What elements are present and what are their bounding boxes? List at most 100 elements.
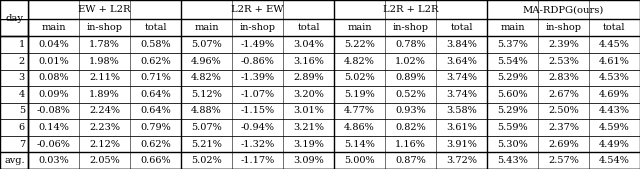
Text: in-shop: in-shop [545,23,582,32]
Text: 5.19%: 5.19% [344,90,375,99]
Text: 6: 6 [19,123,25,132]
Text: 3.04%: 3.04% [293,40,324,49]
Text: total: total [604,23,626,32]
Text: total: total [451,23,473,32]
Text: 0.79%: 0.79% [140,123,171,132]
Text: 3.61%: 3.61% [446,123,477,132]
Text: 3.74%: 3.74% [446,73,477,82]
Text: -0.08%: -0.08% [36,106,70,115]
Text: 0.93%: 0.93% [395,106,426,115]
Text: total: total [145,23,167,32]
Text: 0.03%: 0.03% [38,156,69,165]
Text: -1.39%: -1.39% [241,73,275,82]
Text: 0.89%: 0.89% [396,73,426,82]
Text: 1.02%: 1.02% [395,57,426,66]
Text: 3.19%: 3.19% [293,140,324,149]
Text: -1.32%: -1.32% [241,140,275,149]
Text: -1.07%: -1.07% [241,90,275,99]
Text: 2.39%: 2.39% [548,40,579,49]
Text: EW + L2R: EW + L2R [78,5,131,14]
Text: 0.08%: 0.08% [38,73,69,82]
Text: 0.09%: 0.09% [38,90,69,99]
Text: avg.: avg. [4,156,25,165]
Text: 7: 7 [19,140,25,149]
Text: 3.20%: 3.20% [293,90,324,99]
Text: 5.21%: 5.21% [191,140,222,149]
Text: 4.54%: 4.54% [599,156,630,165]
Text: 4.82%: 4.82% [191,73,222,82]
Text: 0.64%: 0.64% [140,106,171,115]
Text: 0.71%: 0.71% [140,73,171,82]
Text: main: main [500,23,525,32]
Text: 0.52%: 0.52% [395,90,426,99]
Text: 4.59%: 4.59% [599,123,630,132]
Text: 4.49%: 4.49% [599,140,630,149]
Text: 5.30%: 5.30% [497,140,528,149]
Text: main: main [42,23,66,32]
Text: -1.15%: -1.15% [241,106,275,115]
Text: -1.49%: -1.49% [241,40,275,49]
Text: 4.88%: 4.88% [191,106,222,115]
Text: 0.87%: 0.87% [395,156,426,165]
Text: 2.11%: 2.11% [89,73,120,82]
Text: 4: 4 [19,90,25,99]
Text: 5.29%: 5.29% [497,106,528,115]
Text: 1.89%: 1.89% [89,90,120,99]
Text: 1.16%: 1.16% [395,140,426,149]
Text: 5: 5 [19,106,25,115]
Text: 2.83%: 2.83% [548,73,579,82]
Text: 2: 2 [19,57,25,66]
Text: 2.05%: 2.05% [89,156,120,165]
Text: 0.58%: 0.58% [140,40,171,49]
Text: 5.59%: 5.59% [497,123,528,132]
Text: 2.57%: 2.57% [548,156,579,165]
Text: 0.14%: 0.14% [38,123,69,132]
Text: 4.43%: 4.43% [599,106,630,115]
Text: L2R + EW: L2R + EW [231,5,284,14]
Text: 2.37%: 2.37% [548,123,579,132]
Text: 4.82%: 4.82% [344,57,375,66]
Text: 2.53%: 2.53% [548,57,579,66]
Text: 5.29%: 5.29% [497,73,528,82]
Text: 5.07%: 5.07% [191,123,222,132]
Text: 5.14%: 5.14% [344,140,375,149]
Text: day: day [5,14,23,23]
Text: 5.02%: 5.02% [344,73,375,82]
Text: 3.91%: 3.91% [446,140,477,149]
Text: main: main [348,23,372,32]
Text: -0.94%: -0.94% [241,123,275,132]
Bar [0,0,28,19]
Text: 2.23%: 2.23% [89,123,120,132]
Text: main: main [195,23,219,32]
Text: 3.21%: 3.21% [293,123,324,132]
Text: 2.50%: 2.50% [548,106,579,115]
Text: 0.64%: 0.64% [140,90,171,99]
Text: 0.01%: 0.01% [38,57,69,66]
Text: 1.98%: 1.98% [89,57,120,66]
Text: 2.89%: 2.89% [293,73,324,82]
Text: 5.60%: 5.60% [497,90,528,99]
Text: 3: 3 [19,73,25,82]
Text: in-shop: in-shop [239,23,276,32]
Text: total: total [298,23,320,32]
Text: 2.67%: 2.67% [548,90,579,99]
Text: 0.66%: 0.66% [140,156,171,165]
Text: 3.72%: 3.72% [446,156,477,165]
Text: 0.78%: 0.78% [395,40,426,49]
Text: MA-RDPG(ours): MA-RDPG(ours) [523,5,604,14]
Text: 3.01%: 3.01% [293,106,324,115]
Text: in-shop: in-shop [86,23,123,32]
Text: 5.22%: 5.22% [344,40,375,49]
Text: 5.43%: 5.43% [497,156,528,165]
Text: 3.74%: 3.74% [446,90,477,99]
Text: 4.86%: 4.86% [344,123,375,132]
Text: 3.58%: 3.58% [446,106,477,115]
Text: 5.12%: 5.12% [191,90,222,99]
Text: 4.45%: 4.45% [599,40,630,49]
Text: 2.24%: 2.24% [89,106,120,115]
Text: 1.78%: 1.78% [89,40,120,49]
Text: 3.64%: 3.64% [446,57,477,66]
Text: 0.62%: 0.62% [140,57,171,66]
Text: -0.86%: -0.86% [241,57,275,66]
Text: 4.61%: 4.61% [599,57,630,66]
